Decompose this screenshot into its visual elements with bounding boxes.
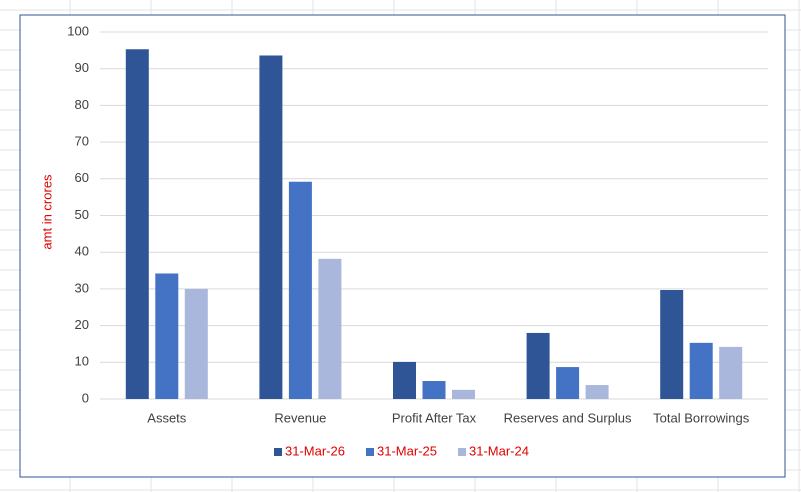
y-tick-label: 90 [75,60,89,75]
legend-label: 31-Mar-25 [377,443,437,458]
x-tick-label: Total Borrowings [653,410,750,425]
bar [660,290,684,399]
x-tick-label: Profit After Tax [392,410,477,425]
bar [422,381,446,399]
legend-label: 31-Mar-24 [469,443,529,458]
bar [526,332,550,399]
x-tick-label: Assets [147,410,187,425]
bar [155,273,179,399]
legend-swatch [458,448,466,456]
bar [259,55,283,399]
bar [452,389,475,399]
legend-swatch [366,448,374,456]
bar [125,49,149,400]
y-tick-label: 40 [75,244,89,259]
bar [318,258,342,399]
y-tick-label: 60 [75,170,89,185]
legend-label: 31-Mar-26 [285,443,345,458]
y-tick-label: 30 [75,280,89,295]
bar [288,181,312,399]
bar [585,385,609,399]
y-tick-label: 20 [75,317,89,332]
y-tick-label: 50 [75,207,89,222]
x-tick-label: Reserves and Surplus [504,410,632,425]
y-tick-label: 0 [82,390,89,405]
y-tick-label: 10 [75,354,89,369]
bar [184,288,208,399]
bar [719,346,743,399]
y-tick-label: 70 [75,134,89,149]
bar [393,361,416,399]
x-tick-label: Revenue [274,410,326,425]
y-tick-label: 80 [75,97,89,112]
bar [689,342,713,399]
y-axis-title: amt in crores [39,174,54,250]
y-tick-label: 100 [67,23,89,38]
legend-swatch [274,448,282,456]
bar [556,367,580,399]
